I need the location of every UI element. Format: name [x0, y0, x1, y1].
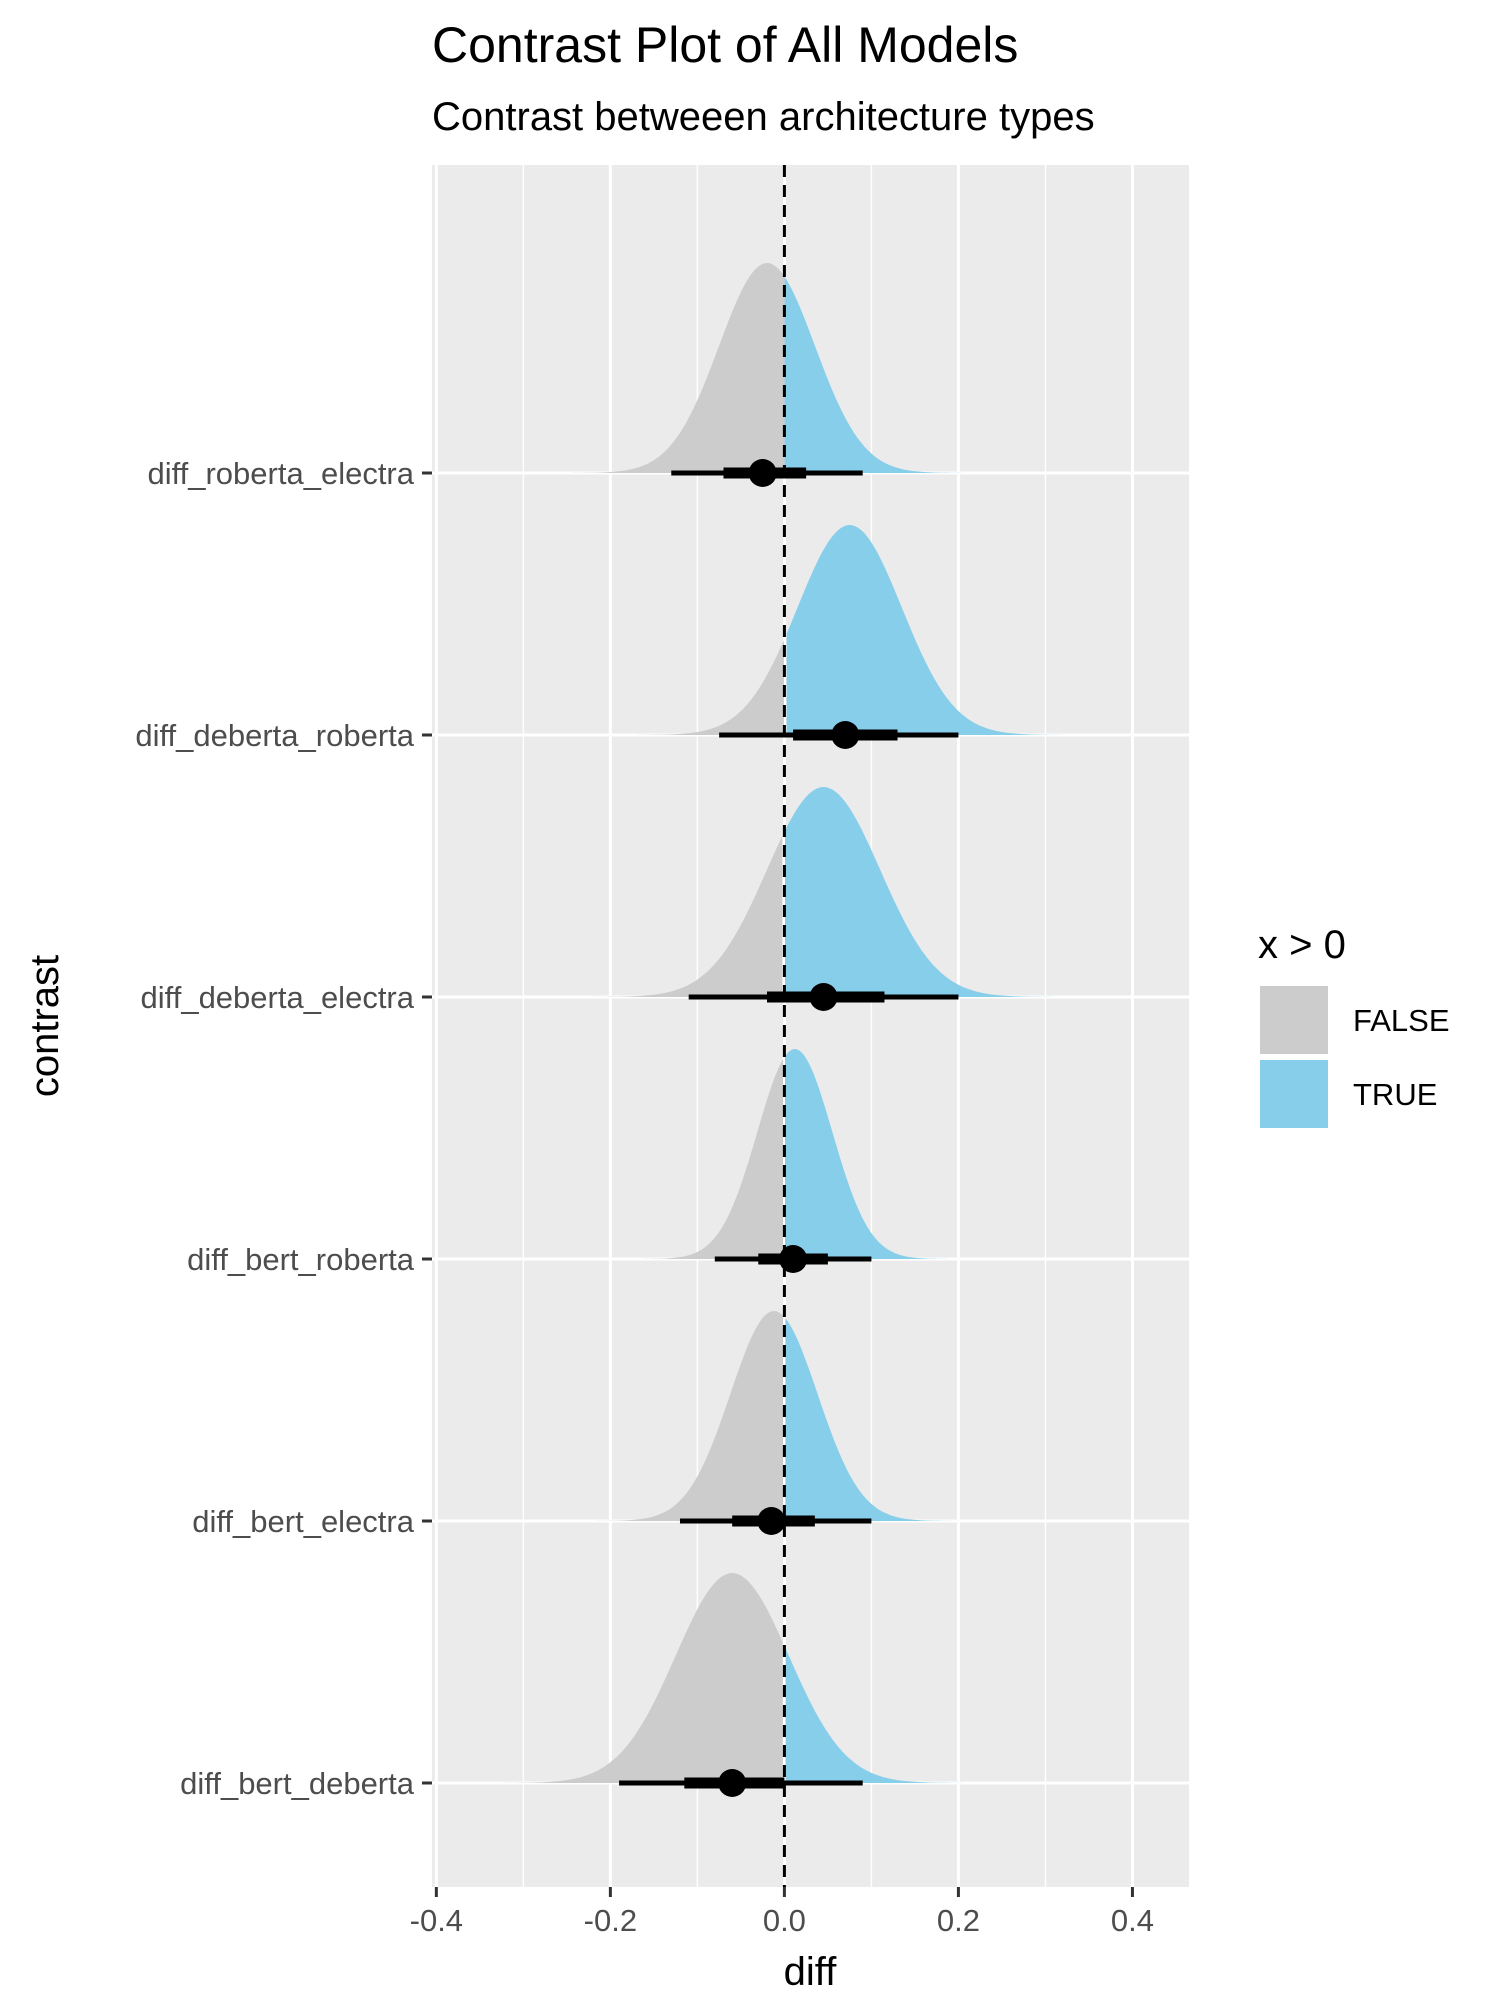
- y-tick-label: diff_bert_roberta: [187, 1242, 415, 1277]
- density-false-diff_deberta_electra: [586, 836, 782, 997]
- legend: x > 0 FALSE TRUE: [1258, 923, 1450, 1128]
- density-false-diff_roberta_electra: [566, 263, 785, 473]
- density-false-diff_bert_deberta: [494, 1573, 783, 1783]
- interval-layer: [619, 459, 959, 1797]
- legend-label-false: FALSE: [1353, 1003, 1450, 1038]
- median-point-diff_bert_electra: [757, 1507, 786, 1535]
- y-axis: diff_roberta_electra diff_deberta_roberta…: [135, 456, 432, 1801]
- y-tick-label: diff_deberta_roberta: [135, 718, 414, 753]
- density-layer: [494, 263, 1069, 1783]
- x-tick-label: 0.0: [763, 1903, 806, 1938]
- x-axis-title: diff: [784, 1950, 838, 1994]
- median-point-diff_roberta_electra: [748, 459, 777, 487]
- x-axis: -0.4 -0.2 0.0 0.2 0.4: [410, 1887, 1154, 1938]
- y-tick-label: diff_roberta_electra: [147, 456, 414, 491]
- median-point-diff_bert_deberta: [718, 1769, 747, 1797]
- median-point-diff_deberta_electra: [809, 983, 838, 1011]
- x-tick-label: 0.2: [937, 1903, 980, 1938]
- y-axis-title: contrast: [23, 955, 67, 1097]
- median-point-diff_deberta_roberta: [831, 721, 860, 749]
- density-true-diff_bert_roberta: [785, 1049, 952, 1259]
- y-tick-label: diff_deberta_electra: [141, 980, 415, 1015]
- density-false-diff_deberta_roberta: [630, 640, 784, 735]
- density-true-diff_bert_electra: [785, 1318, 957, 1521]
- legend-key-false: [1260, 986, 1328, 1054]
- legend-label-true: TRUE: [1353, 1077, 1437, 1112]
- y-tick-label: diff_bert_deberta: [180, 1766, 415, 1801]
- y-tick-label: diff_bert_electra: [192, 1504, 414, 1539]
- legend-key-true: [1260, 1060, 1328, 1128]
- chart-subtitle: Contrast betweeen architecture types: [432, 95, 1095, 139]
- x-tick-label: -0.4: [410, 1903, 463, 1938]
- legend-title: x > 0: [1258, 923, 1346, 967]
- density-true-diff_deberta_roberta: [786, 525, 1069, 735]
- density-false-diff_bert_roberta: [637, 1059, 784, 1259]
- median-point-diff_bert_roberta: [779, 1245, 808, 1273]
- density-true-diff_bert_deberta: [785, 1648, 970, 1783]
- x-tick-label: -0.2: [584, 1903, 637, 1938]
- density-true-diff_roberta_electra: [784, 276, 968, 473]
- chart-title: Contrast Plot of All Models: [432, 17, 1018, 73]
- x-tick-label: 0.4: [1111, 1903, 1154, 1938]
- density-false-diff_bert_electra: [591, 1311, 784, 1521]
- density-true-diff_deberta_electra: [785, 787, 1062, 997]
